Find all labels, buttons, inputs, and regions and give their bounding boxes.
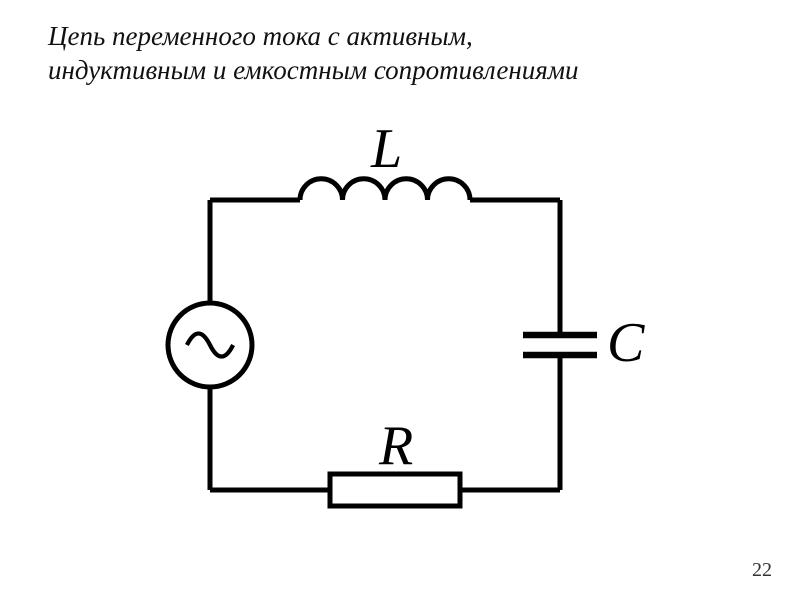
inductor-label: L [371, 117, 402, 181]
title-line-2: индуктивным и емкостным сопротивлениями [48, 55, 579, 85]
rlc-circuit-diagram: L C R [130, 120, 650, 565]
resistor-label: R [379, 414, 413, 478]
page-title: Цепь переменного тока с активным, индукт… [48, 20, 752, 88]
title-line-1: Цепь переменного тока с активным, [48, 21, 473, 51]
capacitor-label: C [607, 311, 644, 375]
page-number: 22 [752, 559, 772, 582]
circuit-svg [130, 120, 650, 560]
